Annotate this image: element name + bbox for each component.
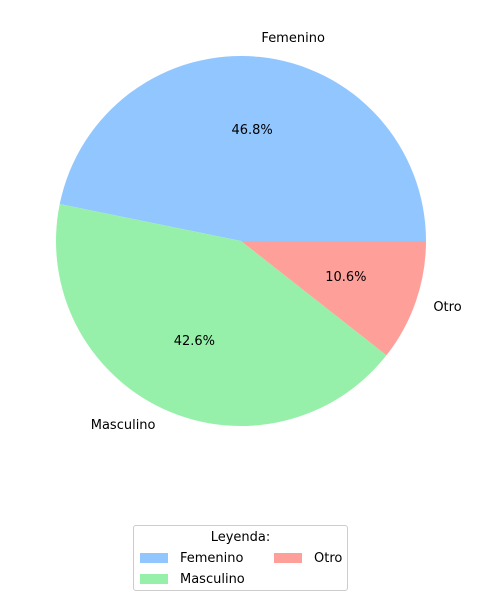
- legend: Leyenda: Femenino Masculino Otro: [133, 525, 348, 591]
- slice-label-masculino: Masculino: [91, 418, 156, 433]
- legend-swatch-femenino: [140, 553, 168, 563]
- pie-slice-femenino: [59, 56, 427, 242]
- legend-entry-masculino: Masculino: [140, 571, 245, 587]
- legend-title: Leyenda:: [210, 530, 271, 545]
- legend-entry-otro: Otro: [274, 550, 342, 566]
- pie-slice-otro: [241, 241, 426, 356]
- legend-swatch-masculino: [140, 574, 168, 584]
- legend-label-masculino: Masculino: [180, 571, 245, 587]
- pie-slice-masculino: [56, 204, 387, 427]
- pct-label-masculino: 42.6%: [174, 334, 215, 349]
- legend-label-otro: Otro: [314, 550, 343, 566]
- legend-entry-femenino: Femenino: [140, 550, 243, 566]
- pct-label-otro: 10.6%: [325, 270, 366, 285]
- legend-label-femenino: Femenino: [180, 550, 244, 566]
- pct-label-femenino: 46.8%: [231, 123, 272, 138]
- slice-label-femenino: Femenino: [261, 31, 325, 46]
- legend-swatch-otro: [274, 553, 302, 563]
- slice-label-otro: Otro: [433, 300, 461, 315]
